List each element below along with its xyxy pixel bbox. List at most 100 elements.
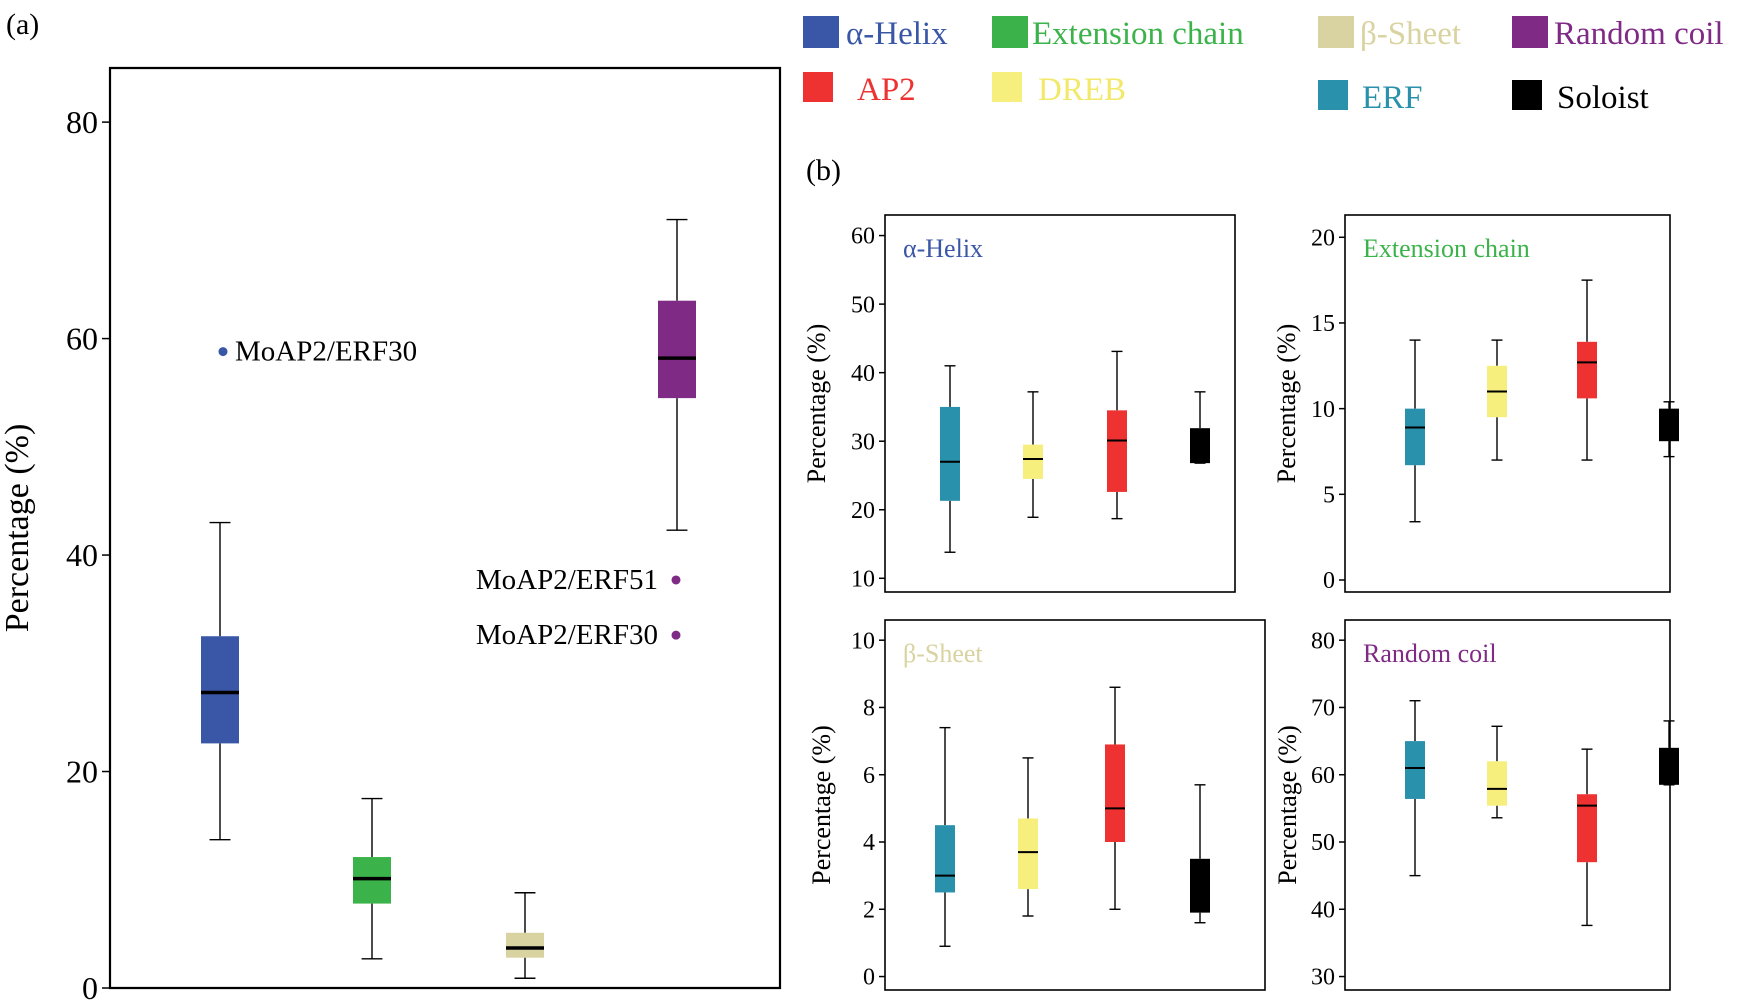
outlier-label: MoAP2/ERF30 bbox=[476, 619, 658, 651]
box-body bbox=[1405, 741, 1425, 799]
box-body bbox=[1577, 794, 1597, 863]
chart-title: Extension chain bbox=[1363, 234, 1530, 263]
legend-label-beta-sheet: β-Sheet bbox=[1360, 16, 1461, 52]
box-DREB bbox=[1018, 757, 1038, 917]
legend-label-random-coil: Random coil bbox=[1554, 16, 1724, 52]
box-DREB bbox=[1023, 391, 1043, 518]
legend-swatch-soloist bbox=[1512, 80, 1542, 110]
y-tick-label: 60 bbox=[851, 224, 875, 250]
box-body bbox=[1190, 858, 1210, 913]
box-body bbox=[1487, 761, 1507, 806]
box-β-Sheet bbox=[506, 892, 544, 979]
y-tick-label: 80 bbox=[1311, 628, 1335, 654]
legend-label-erf: ERF bbox=[1362, 80, 1423, 116]
box-Soloist bbox=[1190, 391, 1210, 464]
y-tick-label: 10 bbox=[1311, 397, 1335, 423]
legend-label-dreb: DREB bbox=[1038, 72, 1126, 108]
y-tick-label: 20 bbox=[1311, 225, 1335, 251]
box-body bbox=[1018, 818, 1038, 890]
box-body bbox=[1190, 428, 1210, 464]
outlier-label: MoAP2/ERF30 bbox=[235, 336, 417, 368]
box-α-Helix bbox=[201, 521, 239, 841]
y-tick-label: 8 bbox=[863, 696, 875, 722]
legend-label-alpha-helix: α-Helix bbox=[846, 16, 948, 52]
legend-swatch-beta-sheet bbox=[1318, 16, 1354, 48]
box-AP2 bbox=[1107, 350, 1127, 520]
y-tick-label: 5 bbox=[1323, 482, 1335, 508]
legend: α-Helix Extension chain β-Sheet Random c… bbox=[803, 16, 1724, 116]
y-tick-label: 0 bbox=[82, 970, 98, 1005]
y-tick-label: 10 bbox=[851, 628, 875, 654]
y-tick-label: 0 bbox=[1323, 568, 1335, 594]
box-DREB bbox=[1487, 725, 1507, 819]
y-tick-label: 30 bbox=[1311, 965, 1335, 991]
y-axis-label: Percentage (%) bbox=[802, 324, 831, 484]
y-axis-label: Percentage (%) bbox=[1272, 324, 1301, 484]
y-tick-label: 60 bbox=[1311, 763, 1335, 789]
box-body bbox=[201, 636, 239, 744]
legend-swatch-random-coil bbox=[1512, 16, 1548, 48]
box-body bbox=[1659, 747, 1679, 785]
box-AP2 bbox=[1577, 279, 1597, 461]
box-ERF bbox=[1405, 700, 1425, 877]
y-axis-label: Percentage (%) bbox=[1273, 725, 1302, 885]
y-tick-label: 40 bbox=[66, 537, 98, 573]
chart-b2: 0 5 10 15 20 Percentage (%) Extension chain bbox=[1272, 214, 1679, 594]
y-tick-label: 4 bbox=[863, 830, 875, 856]
box-body bbox=[1405, 408, 1425, 466]
y-tick-label: 20 bbox=[66, 753, 98, 789]
outlier-point bbox=[671, 630, 681, 640]
box-ERF bbox=[935, 726, 955, 947]
box-AP2 bbox=[1577, 748, 1597, 927]
y-tick-label: 40 bbox=[851, 361, 875, 387]
y-tick-label: 10 bbox=[851, 566, 875, 592]
legend-label-soloist: Soloist bbox=[1557, 80, 1649, 116]
box-body bbox=[935, 825, 955, 893]
box-DREB bbox=[1487, 339, 1507, 461]
plot-frame bbox=[884, 619, 1266, 991]
legend-swatch-dreb bbox=[992, 72, 1022, 102]
chart-b4: 30 40 50 60 70 80 Percentage (%) Random coil bbox=[1273, 619, 1679, 991]
box-body bbox=[658, 300, 696, 399]
box-body bbox=[506, 932, 544, 958]
y-axis-label: Percentage (%) bbox=[807, 725, 836, 885]
y-tick-label: 2 bbox=[863, 897, 875, 923]
y-tick-label: 60 bbox=[66, 320, 98, 356]
chart-title: Random coil bbox=[1363, 639, 1497, 668]
box-body bbox=[1577, 341, 1597, 399]
plot-frame bbox=[1344, 214, 1671, 593]
panel-label-b: (b) bbox=[806, 154, 841, 187]
box-body bbox=[940, 406, 960, 501]
box-body bbox=[1107, 410, 1127, 492]
y-tick-label: 70 bbox=[1311, 696, 1335, 722]
plot-frame bbox=[884, 214, 1236, 593]
y-tick-label: 15 bbox=[1311, 311, 1335, 337]
panel-label-a: (a) bbox=[6, 8, 39, 41]
chart-title: β-Sheet bbox=[903, 639, 983, 668]
y-tick-label: 0 bbox=[863, 965, 875, 991]
plot-frame bbox=[108, 66, 782, 990]
y-tick-label: 6 bbox=[863, 763, 875, 789]
box-Random coil bbox=[658, 218, 696, 531]
box-AP2 bbox=[1105, 686, 1125, 910]
legend-swatch-erf bbox=[1318, 80, 1348, 110]
chart-b3: 0 2 4 6 8 10 Percentage (%) β-Sheet bbox=[807, 619, 1266, 991]
outlier-point bbox=[218, 347, 228, 357]
box-Extension chain bbox=[353, 797, 391, 960]
chart-title: α-Helix bbox=[903, 234, 983, 263]
box-Soloist bbox=[1659, 401, 1679, 458]
legend-label-extension-chain: Extension chain bbox=[1032, 16, 1244, 52]
y-tick-label: 40 bbox=[1311, 897, 1335, 923]
plot-frame bbox=[1344, 619, 1671, 991]
chart-a: 0 20 40 60 80 Percentage (%) MoAP2/ERF30 MoAP2/… bbox=[0, 66, 782, 1005]
legend-label-ap2: AP2 bbox=[857, 72, 916, 108]
outlier-label: MoAP2/ERF51 bbox=[476, 564, 658, 596]
box-ERF bbox=[940, 365, 960, 553]
legend-swatch-ap2 bbox=[803, 72, 833, 102]
y-tick-label: 50 bbox=[1311, 830, 1335, 856]
box-Soloist bbox=[1659, 720, 1679, 786]
y-tick-label: 20 bbox=[851, 498, 875, 524]
box-body bbox=[1023, 444, 1043, 479]
